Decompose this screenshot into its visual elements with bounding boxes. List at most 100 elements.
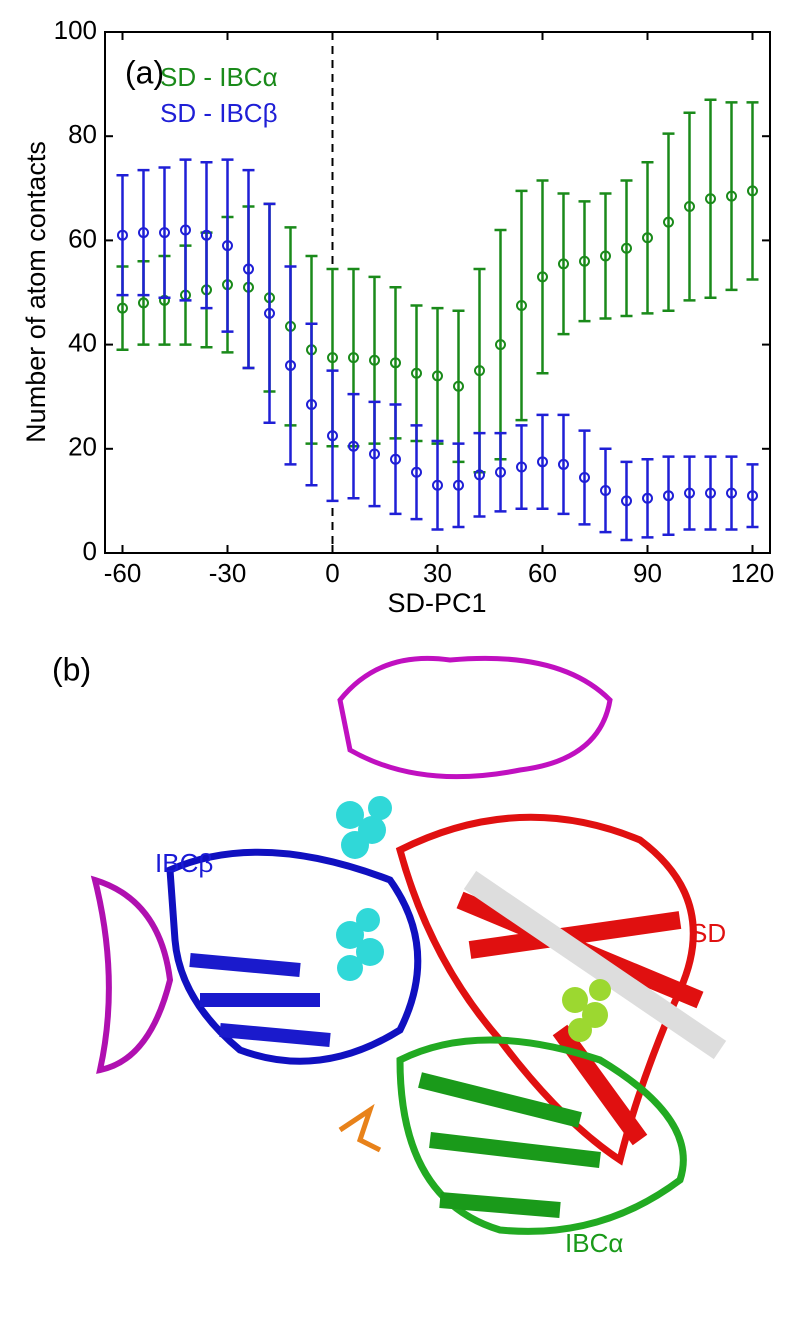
marker xyxy=(516,300,527,312)
marker xyxy=(537,271,548,283)
marker xyxy=(600,484,611,496)
marker xyxy=(306,399,317,411)
marker xyxy=(684,487,695,499)
x-tick-label: -60 xyxy=(104,558,142,588)
x-tick-label: 90 xyxy=(633,558,662,588)
error-bar xyxy=(599,447,612,534)
marker xyxy=(516,461,527,473)
domain-label: SD xyxy=(690,918,726,948)
marker xyxy=(558,458,569,470)
marker xyxy=(726,190,737,202)
marker xyxy=(327,352,338,364)
error-bar xyxy=(431,439,444,531)
error-bar xyxy=(599,192,612,320)
legend-entry: SD - IBCβ xyxy=(160,98,278,128)
error-bar xyxy=(200,161,213,310)
marker xyxy=(726,487,737,499)
y-tick-label: 100 xyxy=(54,15,97,45)
error-bar xyxy=(683,455,696,531)
marker xyxy=(747,490,758,502)
error-bar xyxy=(746,101,759,281)
marker xyxy=(684,201,695,213)
marker xyxy=(390,357,401,369)
marker xyxy=(411,466,422,478)
error-bar xyxy=(704,455,717,531)
legend-entry: SD - IBCα xyxy=(160,62,278,92)
marker xyxy=(621,495,632,507)
marker xyxy=(495,339,506,351)
domain-label: IBCα xyxy=(565,1228,623,1258)
error-bar xyxy=(662,455,675,537)
marker xyxy=(348,440,359,452)
green-domain xyxy=(396,1036,687,1235)
error-bar xyxy=(725,455,738,531)
error-bar xyxy=(662,132,675,312)
error-bar xyxy=(179,158,192,302)
error-bar xyxy=(641,161,654,315)
orange-ligand xyxy=(338,1103,382,1153)
error-bar xyxy=(410,424,423,521)
marker xyxy=(642,492,653,504)
error-bar xyxy=(641,457,654,539)
marker xyxy=(474,469,485,481)
marker xyxy=(222,240,233,252)
cyan-ligand xyxy=(336,796,392,981)
error-bar xyxy=(536,179,549,375)
error-bar xyxy=(326,369,339,503)
marker xyxy=(264,307,275,319)
error-bar xyxy=(704,98,717,299)
marker xyxy=(495,466,506,478)
marker xyxy=(474,365,485,377)
error-bar xyxy=(494,431,507,513)
structure-image: (b) IBCβ SD IBCα xyxy=(52,651,727,1258)
marker xyxy=(180,224,191,236)
green-helices xyxy=(418,1072,601,1218)
error-bar xyxy=(242,168,255,370)
error-bar xyxy=(452,442,465,529)
magenta-domain xyxy=(90,875,174,1074)
error-bar xyxy=(284,265,297,466)
marker xyxy=(621,242,632,254)
green-ligand xyxy=(562,979,611,1042)
marker xyxy=(348,352,359,364)
marker xyxy=(327,430,338,442)
error-bar xyxy=(305,322,318,487)
marker xyxy=(537,456,548,468)
error-bar xyxy=(620,460,633,542)
marker xyxy=(117,229,128,241)
marker xyxy=(159,227,170,239)
x-tick-label: -30 xyxy=(209,558,247,588)
domain-label: IBCβ xyxy=(155,848,213,878)
y-tick-label: 60 xyxy=(68,223,97,253)
marker xyxy=(201,229,212,241)
marker xyxy=(285,359,296,371)
x-tick-label: 30 xyxy=(423,558,452,588)
marker xyxy=(390,453,401,465)
y-tick-label: 40 xyxy=(68,327,97,357)
marker xyxy=(747,185,758,197)
error-bar xyxy=(263,202,276,424)
error-bar xyxy=(116,174,129,297)
error-bar xyxy=(137,168,150,297)
marker xyxy=(369,354,380,366)
y-axis-label: Number of atom contacts xyxy=(21,141,51,443)
error-bar xyxy=(515,189,528,422)
error-bar xyxy=(725,101,738,292)
marker xyxy=(663,490,674,502)
error-bar xyxy=(620,179,633,318)
grey-helix xyxy=(463,870,727,1060)
x-tick-label: 120 xyxy=(731,558,774,588)
marker xyxy=(663,216,674,228)
x-tick-label: 60 xyxy=(528,558,557,588)
marker xyxy=(243,263,254,275)
y-tick-label: 0 xyxy=(83,536,97,566)
y-tick-label: 80 xyxy=(68,119,97,149)
blue-domain xyxy=(166,848,422,1065)
marker xyxy=(117,302,128,314)
error-bar xyxy=(347,392,360,500)
panel-label: (a) xyxy=(125,54,164,90)
marker xyxy=(579,255,590,267)
marker xyxy=(453,479,464,491)
marker xyxy=(642,232,653,244)
marker xyxy=(600,250,611,262)
